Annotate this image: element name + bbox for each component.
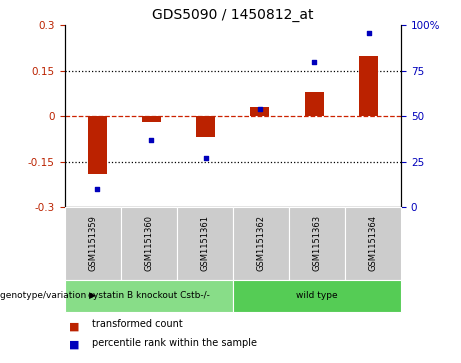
- Text: GSM1151362: GSM1151362: [256, 215, 266, 271]
- Bar: [196, 116, 215, 137]
- Point: [148, 137, 155, 143]
- Text: GSM1151364: GSM1151364: [368, 215, 378, 271]
- Text: percentile rank within the sample: percentile rank within the sample: [92, 338, 257, 348]
- Text: GSM1151361: GSM1151361: [200, 215, 209, 271]
- Text: cystatin B knockout Cstb-/-: cystatin B knockout Cstb-/-: [88, 291, 210, 300]
- Text: transformed count: transformed count: [92, 319, 183, 330]
- Point: [94, 186, 101, 192]
- Point: [202, 155, 209, 161]
- Text: genotype/variation ▶: genotype/variation ▶: [0, 291, 96, 300]
- Bar: [305, 92, 324, 116]
- Point: [256, 106, 264, 112]
- Bar: [88, 116, 106, 174]
- Bar: [359, 56, 378, 116]
- Title: GDS5090 / 1450812_at: GDS5090 / 1450812_at: [152, 8, 313, 22]
- Text: GSM1151360: GSM1151360: [144, 215, 153, 271]
- Point: [365, 30, 372, 36]
- Text: GSM1151363: GSM1151363: [313, 215, 321, 271]
- Text: ■: ■: [69, 321, 80, 331]
- Text: wild type: wild type: [296, 291, 338, 300]
- Text: GSM1151359: GSM1151359: [88, 215, 97, 271]
- Point: [311, 59, 318, 65]
- Text: ■: ■: [69, 339, 80, 350]
- Bar: [142, 116, 161, 122]
- Bar: [250, 107, 269, 116]
